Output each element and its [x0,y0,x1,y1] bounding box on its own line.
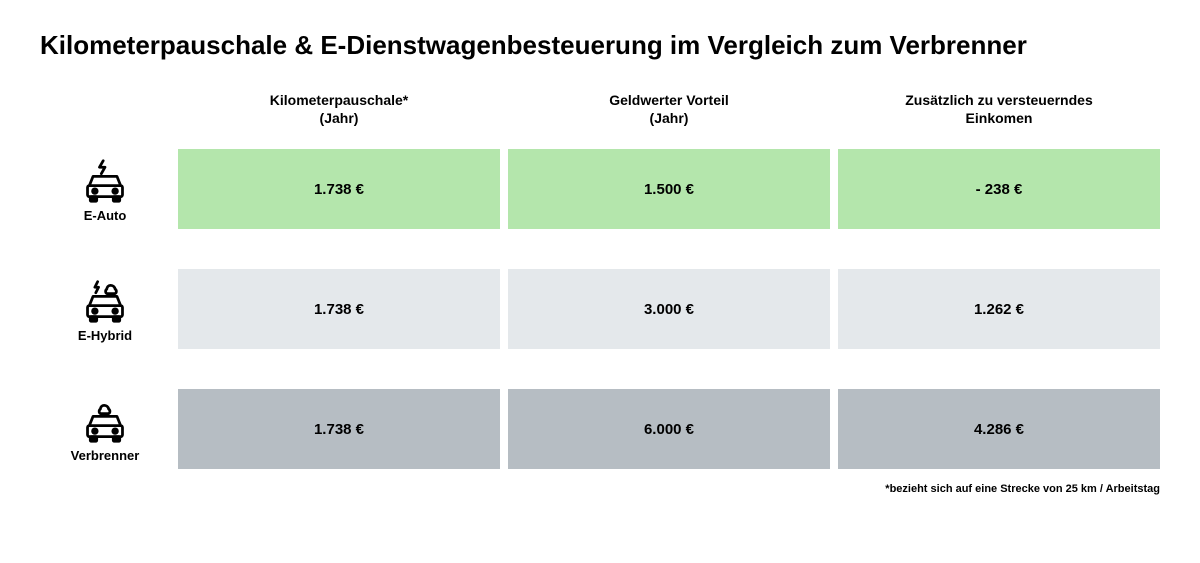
column-header: Geldwerter Vorteil(Jahr) [508,91,830,149]
table-cell: 4.286 € [838,389,1160,469]
footnote: *bezieht sich auf eine Strecke von 25 km… [40,483,1160,495]
e-hybrid-icon [80,274,130,324]
table-cell: 1.262 € [838,269,1160,349]
row-label-e-hybrid: E-Hybrid [40,269,170,349]
table-cell: 1.738 € [178,389,500,469]
column-header: Kilometerpauschale*(Jahr) [178,91,500,149]
table-cell: 1.738 € [178,149,500,229]
e-auto-icon [80,154,130,204]
row-label-e-auto: E-Auto [40,149,170,229]
table-cell: 6.000 € [508,389,830,469]
table-cell: - 238 € [838,149,1160,229]
table-cell: 1.500 € [508,149,830,229]
row-label-verbrenner: Verbrenner [40,389,170,469]
column-header: Zusätzlich zu versteuerndesEinkomen [838,91,1160,149]
row-label-text: Verbrenner [71,448,140,463]
row-label-text: E-Hybrid [78,328,132,343]
header-spacer [40,91,170,149]
table-cell: 1.738 € [178,269,500,349]
verbrenner-icon [80,394,130,444]
row-label-text: E-Auto [84,208,127,223]
page-title: Kilometerpauschale & E-Dienstwagenbesteu… [40,30,1160,61]
comparison-table: Kilometerpauschale*(Jahr) Geldwerter Vor… [40,91,1160,469]
table-cell: 3.000 € [508,269,830,349]
